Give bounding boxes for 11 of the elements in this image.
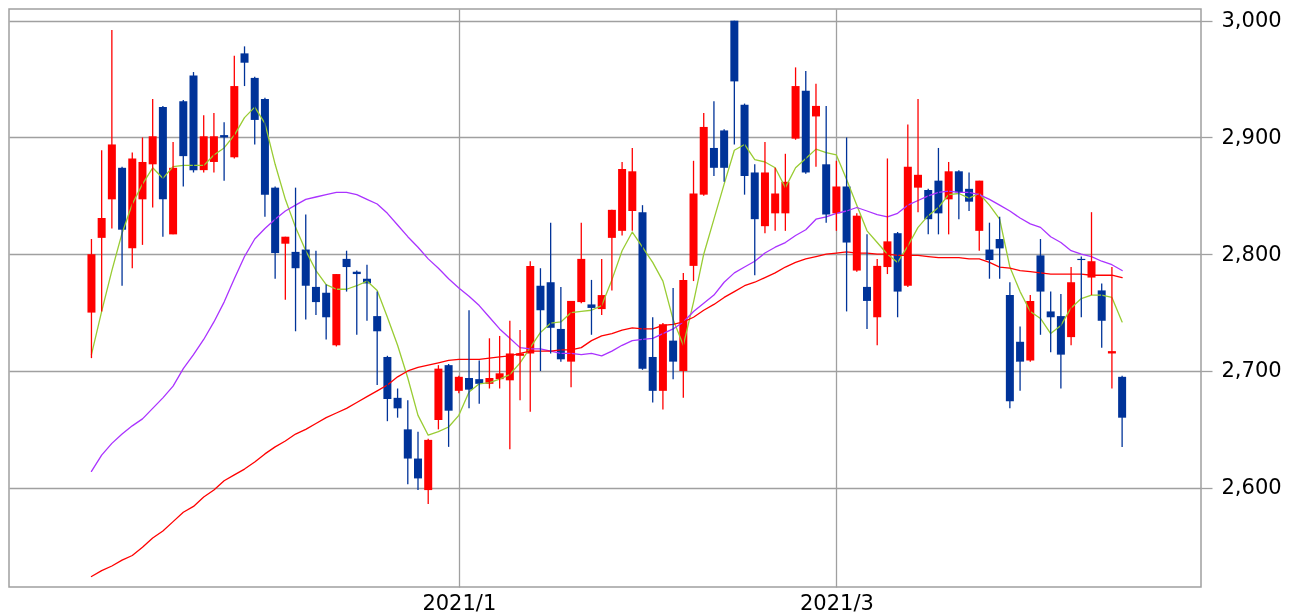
candlestick (403, 399, 412, 485)
y-tick-label: 3,000 (1221, 8, 1282, 33)
x-tick-label: 2021/1 (422, 590, 497, 614)
y-tick-label: 2,700 (1221, 358, 1282, 383)
candlestick (587, 279, 596, 336)
y-tick-label: 2,800 (1221, 241, 1282, 266)
x-tick-label: 2021/3 (799, 590, 874, 614)
y-tick-label: 2,900 (1221, 124, 1282, 149)
candlestick (240, 45, 249, 87)
line-series (90, 106, 1123, 436)
y-tick-label: 2,600 (1221, 475, 1282, 500)
